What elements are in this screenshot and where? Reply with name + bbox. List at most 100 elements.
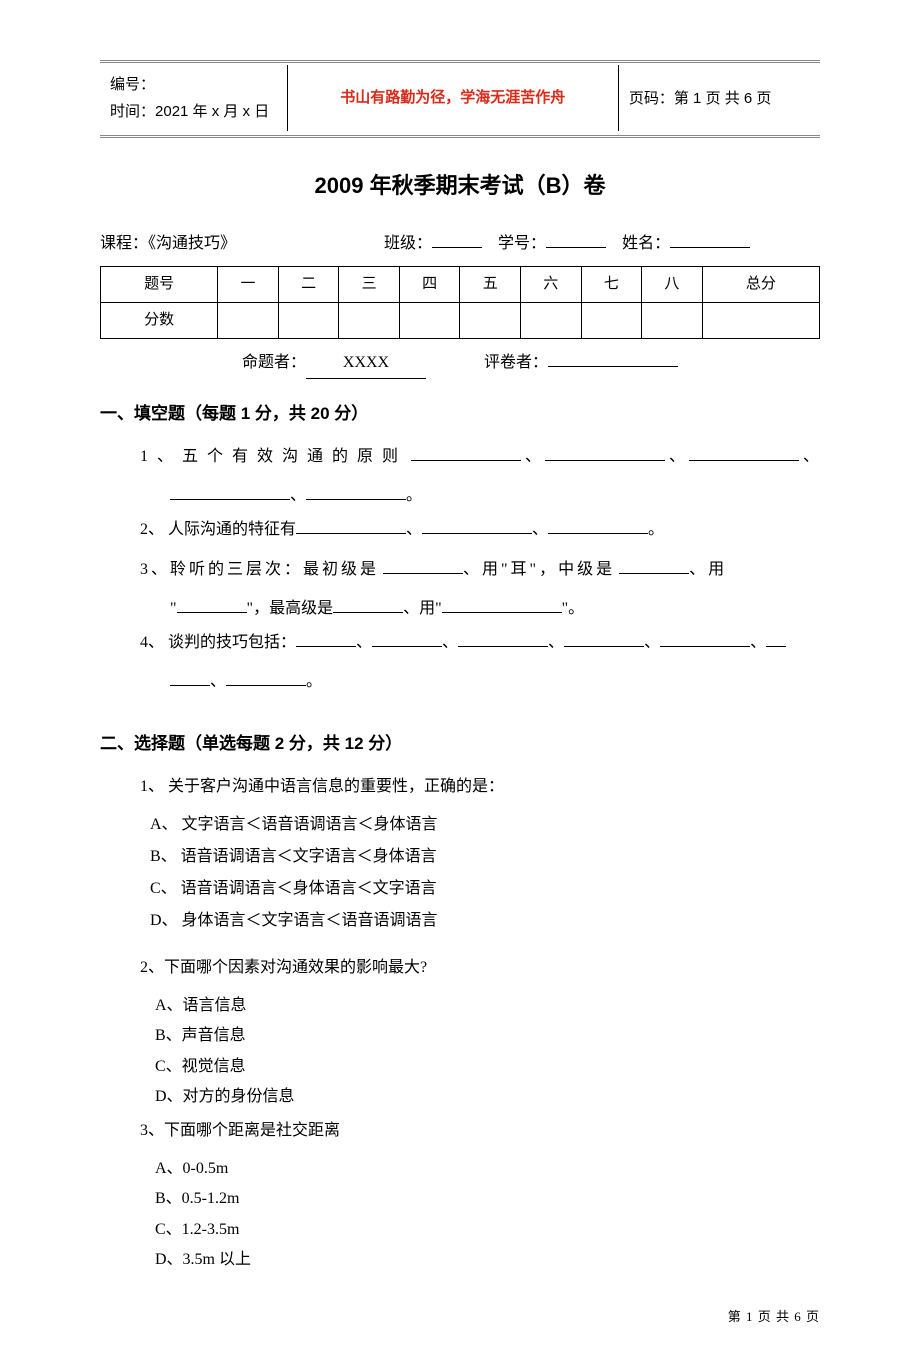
- s2-q2-A[interactable]: A、语言信息: [155, 991, 820, 1021]
- s1-q4-blank7[interactable]: [226, 669, 306, 687]
- row2-label: 分数: [101, 303, 218, 339]
- s1-q1-blank3[interactable]: [689, 443, 799, 461]
- s2-q1-A[interactable]: A、 文字语言＜语音语调语言＜身体语言: [150, 809, 820, 841]
- time-label: 时间：: [110, 103, 155, 120]
- col-6: 六: [521, 267, 582, 303]
- score-table: 题号 一 二 三 四 五 六 七 八 总分 分数: [100, 266, 820, 339]
- s1-q1-prefix: 1、五个有效沟通的原则: [140, 448, 407, 465]
- s2-q1-stem: 1、 关于客户沟通中语言信息的重要性，正确的是：: [140, 770, 820, 804]
- s2-q3-D[interactable]: D、3.5m 以上: [155, 1245, 820, 1275]
- col-3: 三: [339, 267, 400, 303]
- s2-q1-C[interactable]: C、 语音语调语言＜身体语言＜文字语言: [150, 873, 820, 905]
- page-header: 编号： 时间：2021 年 x 月 x 日 书山有路勤为径，学海无涯苦作舟 页码…: [100, 65, 820, 131]
- s1-q4-blank3[interactable]: [458, 629, 548, 647]
- s2-q3-stem: 3、下面哪个距离是社交距离: [140, 1114, 820, 1148]
- s1-q4-blank2[interactable]: [372, 629, 442, 647]
- cell-total[interactable]: [702, 303, 819, 339]
- setter-line: 命题者：XXXX 评卷者：: [100, 349, 820, 379]
- s1-q2: 2、 人际沟通的特征有、、。: [140, 513, 820, 547]
- s1-q3: 3、聆听的三层次：最初级是 、用"耳"，中级是 、用: [140, 553, 820, 587]
- s1-q4-blank5[interactable]: [660, 629, 750, 647]
- course-value: 《沟通技巧》: [148, 235, 236, 252]
- cell-1[interactable]: [218, 303, 279, 339]
- bottom-divider: [100, 135, 820, 138]
- class-blank[interactable]: [432, 230, 482, 248]
- cell-8[interactable]: [642, 303, 703, 339]
- s1-q1: 1、五个有效沟通的原则 、 、 、: [140, 440, 820, 474]
- s1-q3-f: 、用": [403, 600, 442, 617]
- col-5: 五: [460, 267, 521, 303]
- page-footer: 第 1 页 共 6 页: [100, 1305, 820, 1328]
- s2-q2-C[interactable]: C、视觉信息: [155, 1052, 820, 1082]
- setter-label: 命题者：: [242, 354, 306, 371]
- s2-q2-B[interactable]: B、声音信息: [155, 1021, 820, 1051]
- s1-q3-b: 、用"耳"，中级是: [463, 561, 615, 578]
- page-label: 页码：: [629, 90, 674, 107]
- s2-q3-A[interactable]: A、0-0.5m: [155, 1154, 820, 1184]
- s2-q2-stem: 2、下面哪个因素对沟通效果的影响最大?: [140, 951, 820, 985]
- col-1: 一: [218, 267, 279, 303]
- s1-q2-blank1[interactable]: [296, 516, 406, 534]
- header-motto: 书山有路勤为径，学海无涯苦作舟: [287, 65, 618, 131]
- s1-q3-blank1[interactable]: [383, 556, 463, 574]
- class-label: 班级：: [384, 235, 432, 252]
- s2-q3-B[interactable]: B、0.5-1.2m: [155, 1184, 820, 1214]
- cell-6[interactable]: [521, 303, 582, 339]
- course-label: 课程：: [100, 235, 148, 252]
- s2-q2-D[interactable]: D、对方的身份信息: [155, 1082, 820, 1112]
- header-left-cell: 编号： 时间：2021 年 x 月 x 日: [100, 65, 287, 131]
- col-7: 七: [581, 267, 642, 303]
- id-blank[interactable]: [546, 230, 606, 248]
- cell-2[interactable]: [278, 303, 339, 339]
- name-blank[interactable]: [670, 230, 750, 248]
- col-8: 八: [642, 267, 703, 303]
- s1-q3-blank5[interactable]: [442, 596, 562, 614]
- time-line: 时间：2021 年 x 月 x 日: [110, 98, 277, 125]
- cell-7[interactable]: [581, 303, 642, 339]
- s1-q3-e: "，最高级是: [247, 600, 334, 617]
- s1-q4-blank4[interactable]: [564, 629, 644, 647]
- exam-title: 2009 年秋季期末考试（B）卷: [100, 166, 820, 206]
- s2-q1-B[interactable]: B、 语音语调语言＜文字语言＜身体语言: [150, 841, 820, 873]
- s1-q2-blank2[interactable]: [422, 516, 532, 534]
- s1-q4-blank6b[interactable]: [170, 669, 210, 687]
- s1-q3-a: 3、聆听的三层次：最初级是: [140, 561, 379, 578]
- page-value: 第 1 页 共 6 页: [674, 90, 772, 107]
- cell-3[interactable]: [339, 303, 400, 339]
- info-line: 课程：《沟通技巧》 班级： 学号： 姓名：: [100, 230, 820, 259]
- s1-q1-blank2[interactable]: [545, 443, 665, 461]
- s1-q1-blank1[interactable]: [411, 443, 521, 461]
- cell-5[interactable]: [460, 303, 521, 339]
- reviewer-blank[interactable]: [548, 350, 678, 368]
- doc-no-label: 编号：: [110, 71, 277, 98]
- col-label: 题号: [101, 267, 218, 303]
- header-right-cell: 页码：第 1 页 共 6 页: [618, 65, 820, 131]
- s1-q1-blank4[interactable]: [170, 483, 290, 501]
- col-2: 二: [278, 267, 339, 303]
- id-label: 学号：: [498, 235, 546, 252]
- col-4: 四: [399, 267, 460, 303]
- score-value-row: 分数: [101, 303, 820, 339]
- time-value: 2021 年 x 月 x 日: [155, 103, 269, 120]
- s2-q1-D[interactable]: D、 身体语言＜文字语言＜语音语调语言: [150, 905, 820, 937]
- score-header-row: 题号 一 二 三 四 五 六 七 八 总分: [101, 267, 820, 303]
- s1-q4-blank1[interactable]: [296, 629, 356, 647]
- s1-q2-blank3[interactable]: [548, 516, 648, 534]
- s1-q1-blank5[interactable]: [306, 483, 406, 501]
- s2-q3-C[interactable]: C、1.2-3.5m: [155, 1215, 820, 1245]
- s1-q3-blank4[interactable]: [333, 596, 403, 614]
- cell-4[interactable]: [399, 303, 460, 339]
- s1-q3-blank2[interactable]: [619, 556, 689, 574]
- setter-value: XXXX: [306, 349, 426, 379]
- s1-q4-cont: 、。: [170, 665, 820, 699]
- s1-q1-cont: 、。: [170, 479, 820, 513]
- col-total: 总分: [702, 267, 819, 303]
- top-divider: [100, 60, 820, 63]
- s1-q4-blank6a[interactable]: [766, 629, 786, 647]
- name-label: 姓名：: [622, 235, 670, 252]
- s1-q3-blank3[interactable]: [177, 596, 247, 614]
- reviewer-label: 评卷者：: [484, 354, 548, 371]
- s1-q2-prefix: 2、 人际沟通的特征有: [140, 521, 296, 538]
- s1-q3-cont: ""，最高级是、用""。: [170, 592, 820, 626]
- s1-q3-g: "。: [562, 600, 585, 617]
